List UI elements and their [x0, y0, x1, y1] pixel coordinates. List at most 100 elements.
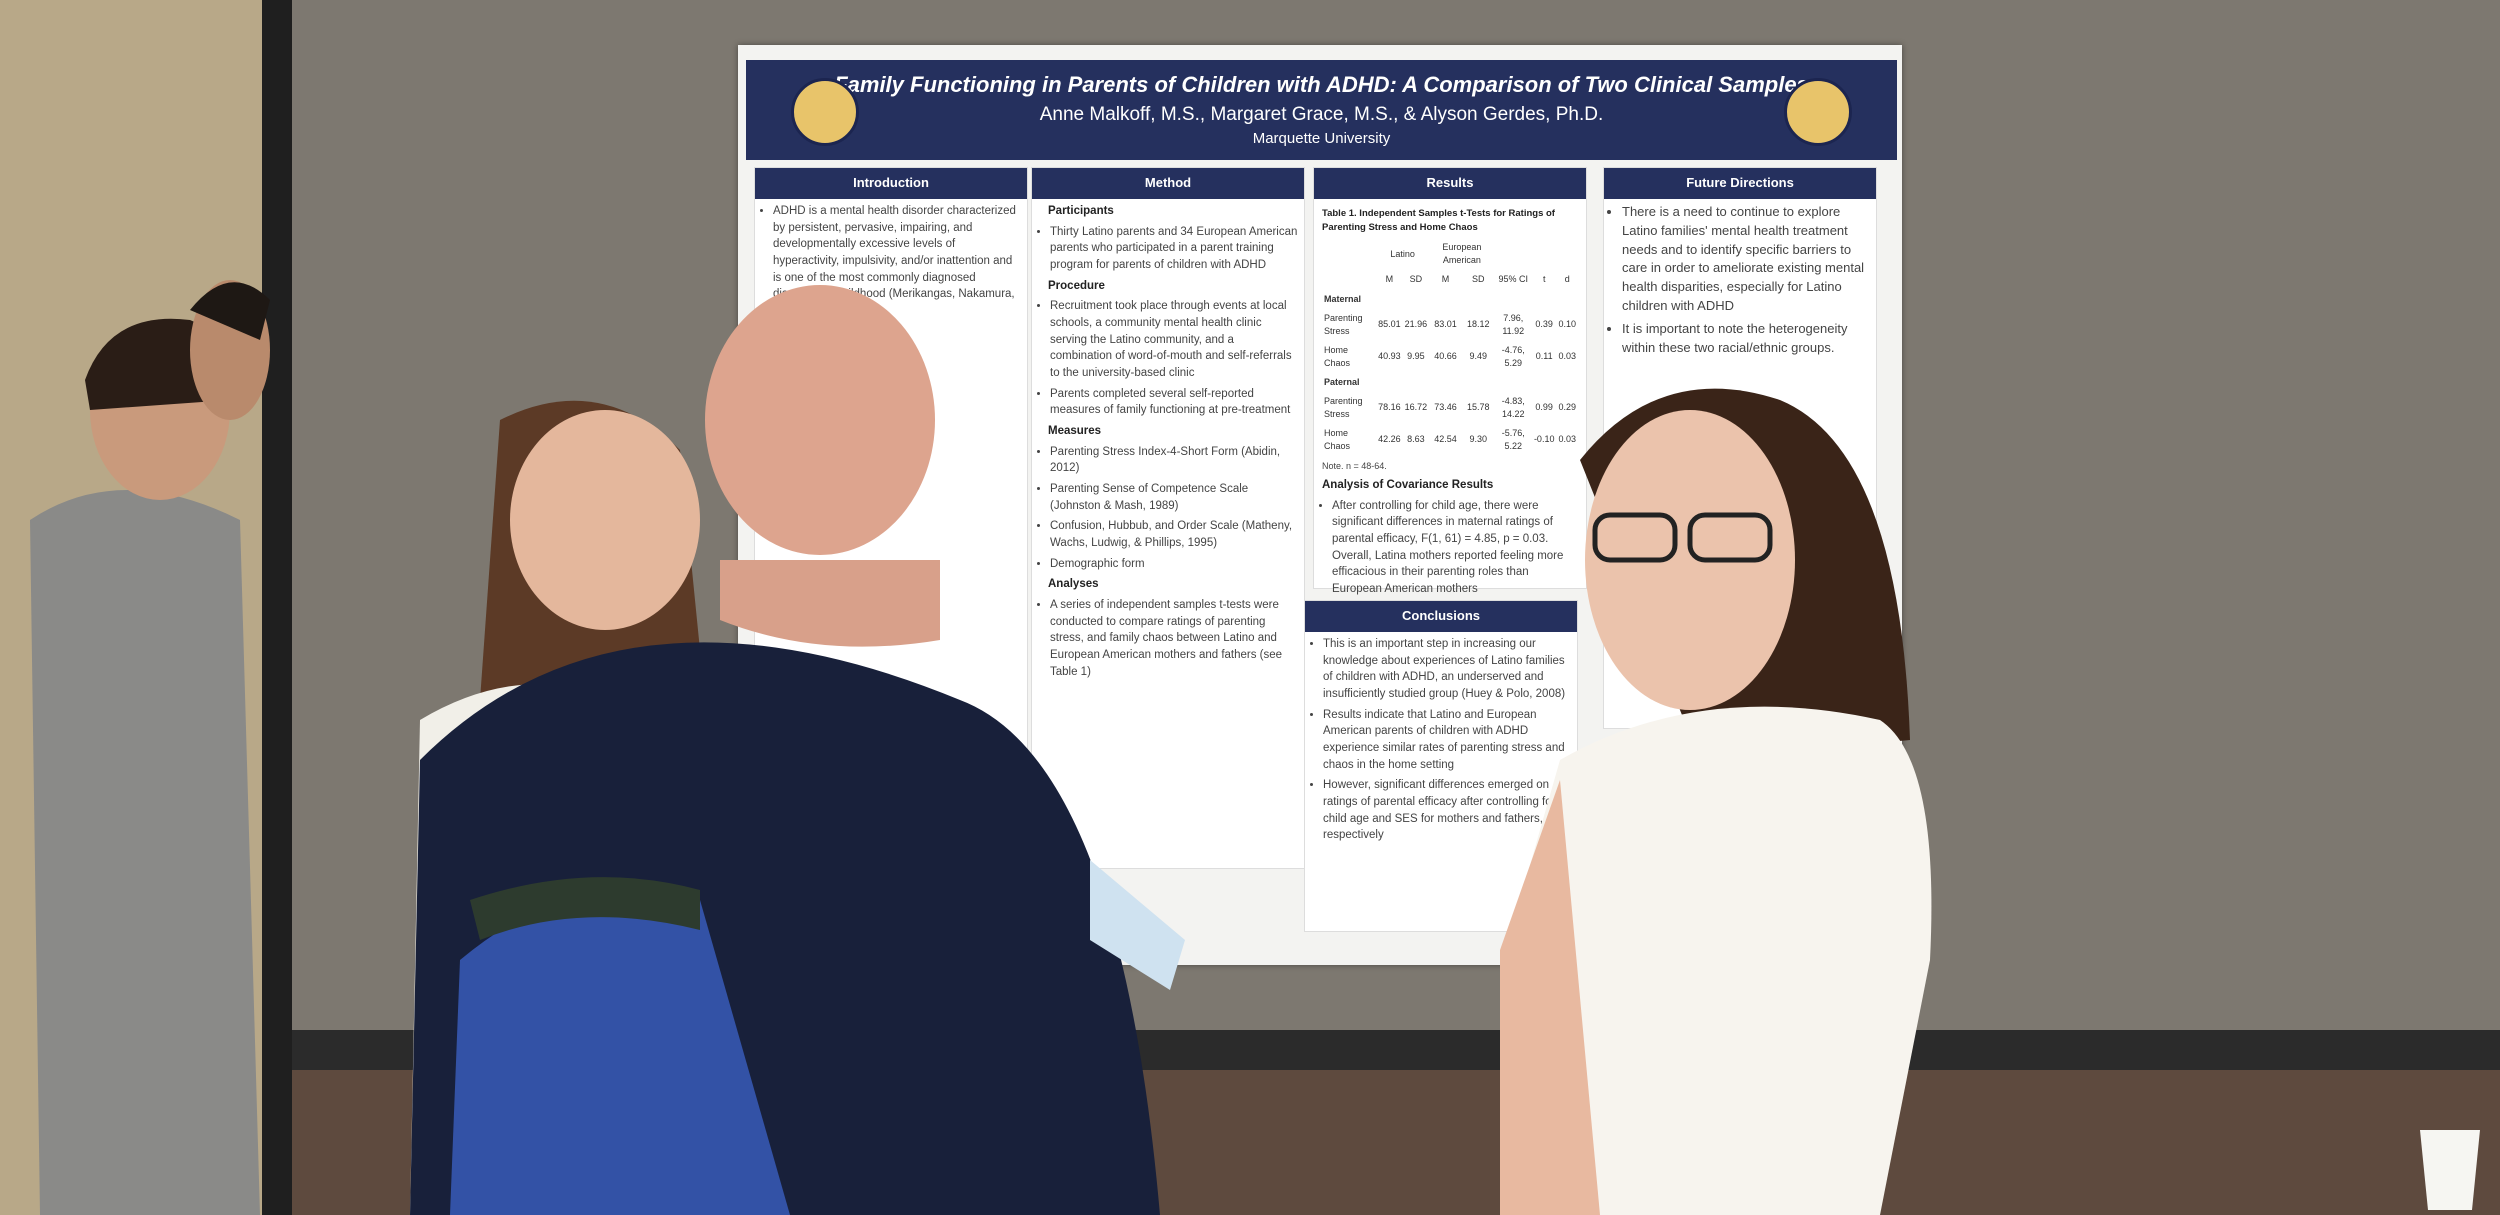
cell: 21.96 — [1404, 319, 1428, 330]
bullet: Parenting Stress Index-4-Short Form (Abi… — [1050, 444, 1298, 477]
poster-header: Family Functioning in Parents of Childre… — [746, 60, 1897, 160]
cell: -5.76, 5.22 — [1501, 427, 1525, 451]
bullet-list: Parenting Stress Index-4-Short Form (Abi… — [1038, 444, 1298, 573]
cell: 18.12 — [1466, 319, 1490, 330]
cell: 8.63 — [1407, 434, 1425, 445]
data-row: Home Chaos 42.26 8.63 42.54 9.30 -5.76, 5.22-… — [1322, 424, 1578, 456]
bullet-list: A series of independent samples t-tests … — [1038, 597, 1298, 680]
section-heading: Method — [1032, 168, 1304, 199]
column-header: M — [1441, 274, 1450, 285]
bullet: There is a need to continue to explore L… — [1622, 203, 1870, 316]
cell: 0.99 — [1535, 402, 1553, 413]
table-caption: Table 1. Independent Samples t-Tests for… — [1322, 207, 1555, 233]
cell: 9.49 — [1469, 351, 1487, 362]
cell: 0.39 — [1535, 319, 1553, 330]
logo — [1784, 78, 1852, 146]
cell: 0.29 — [1558, 402, 1576, 413]
introduction-column: Introduction ADHD is a mental health diso… — [754, 167, 1028, 829]
cell: 85.01 — [1378, 319, 1401, 330]
section-heading: Results — [1314, 168, 1586, 199]
subheading: Procedure — [1048, 279, 1105, 292]
row-label: Parenting Stress — [1324, 395, 1363, 419]
group-header: European American — [1442, 242, 1482, 266]
section-heading: Future Directions — [1604, 168, 1876, 199]
cell: 0.10 — [1558, 319, 1576, 330]
row-label: Home Chaos — [1324, 427, 1351, 451]
column-header: d — [1564, 274, 1570, 285]
bullet: Parents completed several self-reported … — [1050, 386, 1298, 419]
future-directions-column: Future Directions There is a need to cont… — [1603, 167, 1877, 729]
bullet-list: This is an important step in increasing … — [1311, 636, 1571, 844]
data-row: Parenting Stress 85.01 21.96 83.01 18.12 7.96… — [1322, 309, 1578, 341]
cell: 16.72 — [1404, 402, 1428, 413]
subheading: Measures — [1048, 424, 1102, 437]
cell: 15.78 — [1466, 402, 1490, 413]
authors: Anne Malkoff, M.S., Margaret Grace, M.S.… — [1039, 104, 1604, 125]
cell: 83.01 — [1434, 319, 1457, 330]
bullet: ADHD is a mental health disorder charact… — [773, 203, 1021, 320]
column-header: SD — [1471, 274, 1485, 285]
cell: 0.03 — [1558, 434, 1576, 445]
section-heading: Introduction — [755, 168, 1027, 199]
table-note: Note. n = 48-64. — [1322, 460, 1387, 471]
column-header: t — [1542, 274, 1546, 285]
cell: 42.26 — [1378, 434, 1401, 445]
cup — [2420, 1130, 2480, 1210]
header-row: Latino European American — [1322, 238, 1578, 270]
cell: 73.46 — [1434, 402, 1457, 413]
cell: 0.03 — [1558, 351, 1576, 362]
row-label: Parenting Stress — [1324, 312, 1363, 336]
affiliation: Marquette University — [1252, 130, 1391, 147]
section-label: Paternal — [1324, 376, 1360, 387]
data-row: Home Chaos 40.93 9.95 40.66 9.49 -4.76, 5.29 0… — [1322, 341, 1578, 373]
group-header: Latino — [1390, 248, 1415, 259]
cell — [1322, 238, 1376, 270]
method-column: Method Participants Thirty Latino parents … — [1031, 167, 1305, 869]
bullet: Results indicate that Latino and Europea… — [1323, 707, 1571, 774]
header-row: M SD M SD 95% CI t d — [1322, 270, 1578, 289]
section-row: Maternal — [1322, 290, 1578, 309]
logo — [791, 78, 859, 146]
cell: 9.95 — [1407, 351, 1425, 362]
bullet: Parenting Sense of Competence Scale (Joh… — [1050, 481, 1298, 514]
cell: 40.93 — [1378, 351, 1401, 362]
row-label: Home Chaos — [1324, 344, 1351, 368]
results-column: Results Table 1. Independent Samples t-Te… — [1313, 167, 1587, 699]
cell: 78.16 — [1378, 402, 1401, 413]
cell: 40.66 — [1434, 351, 1457, 362]
cell: -0.10 — [1533, 434, 1555, 445]
bullet: Demographic form — [1050, 556, 1298, 573]
poster-title: Family Functioning in Parents of Childre… — [834, 72, 1809, 97]
results-table: Latino European American M SD M SD 95% CI t d Mat… — [1322, 238, 1578, 456]
poster: Family Functioning in Parents of Childre… — [738, 45, 1902, 965]
bullet: Recruitment took place through events at… — [1050, 298, 1298, 381]
section-row: Paternal — [1322, 373, 1578, 392]
bullet: It is important to note the heterogeneit… — [1622, 320, 1870, 358]
cell — [1322, 270, 1376, 289]
cell: 7.96, 11.92 — [1502, 312, 1525, 336]
column-header: M — [1385, 274, 1394, 285]
section-label: Maternal — [1324, 293, 1362, 304]
cell: 42.54 — [1434, 434, 1457, 445]
subheading: Analysis of Covariance Results — [1322, 479, 1494, 492]
bullet: A series of independent samples t-tests … — [1050, 597, 1298, 680]
conclusions-column: Conclusions This is an important step in … — [1304, 600, 1578, 932]
bullet-list: There is a need to continue to explore L… — [1610, 203, 1870, 358]
board-edge — [292, 1030, 2500, 1070]
bullet: After controlling for child age, there w… — [1332, 498, 1580, 598]
bullet: Thirty Latino parents and 34 European Am… — [1050, 224, 1298, 274]
cell: -4.83, 14.22 — [1501, 395, 1525, 419]
column-header: 95% CI — [1498, 274, 1529, 285]
bullet: Confusion, Hubbub, and Order Scale (Math… — [1050, 518, 1298, 551]
cell: 0.11 — [1535, 351, 1553, 362]
cell: -4.76, 5.29 — [1501, 344, 1525, 368]
column-header: SD — [1409, 274, 1423, 285]
cell: 9.30 — [1469, 434, 1487, 445]
bullet-list: ADHD is a mental health disorder charact… — [761, 203, 1021, 320]
board-frame — [262, 0, 292, 1215]
wall — [0, 0, 290, 1215]
bullet-list: Recruitment took place through events at… — [1038, 298, 1298, 419]
subheading: Participants — [1048, 204, 1114, 217]
bullet: This is an important step in increasing … — [1323, 636, 1571, 703]
